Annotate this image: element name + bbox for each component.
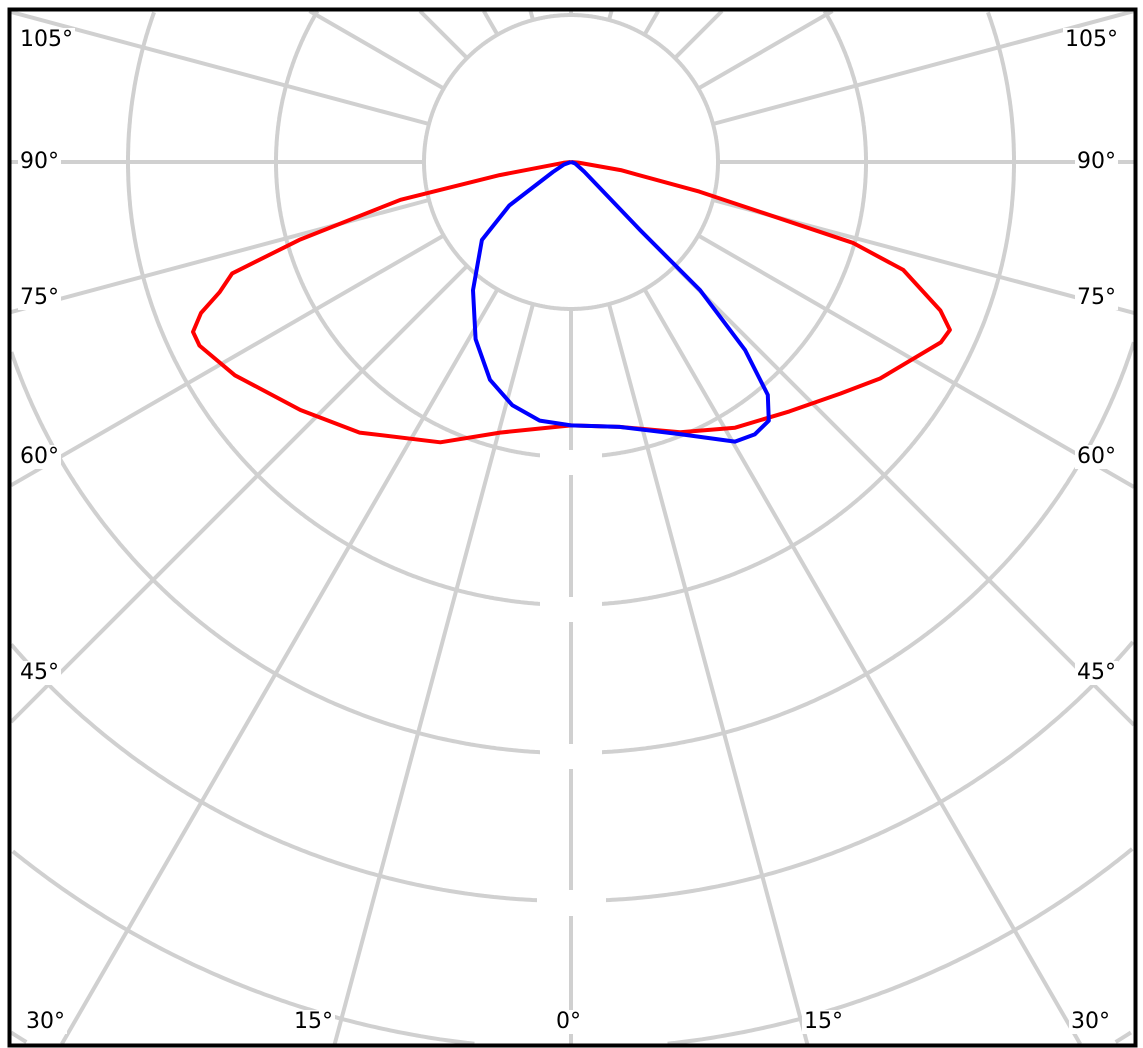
grid-spoke	[418, 9, 469, 60]
grid-spoke	[482, 9, 500, 36]
angle-label-right-60: 60°	[1075, 444, 1118, 469]
distribution-curve-blue	[471, 160, 771, 444]
angle-label-right-75: 75°	[1075, 285, 1118, 310]
grid-spoke	[10, 233, 445, 488]
grid-spoke	[607, 10, 614, 21]
grid-ring	[11, 847, 1134, 1046]
grid-spoke	[10, 198, 430, 315]
ring-label-mask	[540, 450, 602, 475]
ring-label-masks	[537, 450, 606, 916]
angle-label-right-105: 105°	[1063, 27, 1120, 52]
grid-spoke	[9, 264, 469, 724]
angle-label-bottom-15-right: 15°	[802, 1009, 845, 1034]
grid-spoke	[642, 288, 1082, 1045]
grid-spoke	[673, 264, 1136, 727]
grid-spoke	[332, 303, 535, 1045]
angle-label-left-105: 105°	[18, 27, 75, 52]
plot-frame	[7, 7, 1138, 1048]
angle-label-bottom-0: 0°	[554, 1009, 583, 1034]
ring-label-mask	[540, 744, 602, 769]
grid-ring	[126, 11, 1016, 607]
angle-label-left-60: 60°	[18, 444, 61, 469]
grid-spoke	[697, 233, 1135, 489]
grid-spoke	[60, 288, 500, 1045]
angle-label-right-90: 90°	[1075, 149, 1118, 174]
ring-label-mask	[537, 890, 606, 916]
grid-spoke	[697, 9, 834, 91]
angle-label-bottom-15-left: 15°	[292, 1009, 335, 1034]
grid-spoke	[10, 9, 430, 126]
angle-label-bottom-30-right: 30°	[1069, 1009, 1112, 1034]
grid-spoke	[308, 9, 445, 91]
curves	[191, 160, 952, 445]
angle-label-left-90: 90°	[18, 149, 61, 174]
grid-ring	[10, 1030, 1132, 1044]
grid-ring	[9, 640, 1135, 903]
grid-spoke	[642, 9, 660, 36]
angle-label-left-75: 75°	[18, 285, 61, 310]
ring-label-mask	[540, 597, 602, 622]
angle-label-bottom-30-left: 30°	[24, 1009, 67, 1034]
angle-label-left-45: 45°	[18, 660, 61, 685]
grid-spoke	[528, 10, 535, 21]
angle-label-right-45: 45°	[1075, 660, 1118, 685]
grid-spoke	[673, 9, 724, 60]
polar-grid	[9, 9, 1136, 1046]
